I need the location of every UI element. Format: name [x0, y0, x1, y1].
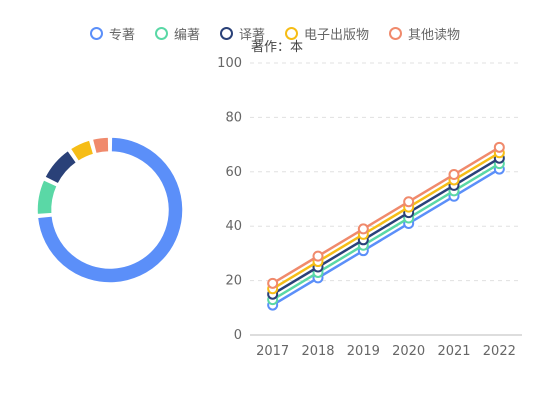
x-tick-label: 2017	[256, 344, 289, 359]
series-group	[267, 147, 505, 295]
legend-marker-icon	[154, 26, 168, 40]
series-line	[272, 168, 500, 307]
x-tick-label: 2022	[483, 344, 516, 359]
legend-marker-icon	[285, 26, 298, 40]
legend-marker-icon	[89, 26, 103, 40]
legend-item[interactable]: 专著	[89, 22, 135, 44]
x-tick-label: 2021	[437, 344, 470, 359]
legend-marker-icon	[389, 26, 403, 40]
chart-legend: 专著 编著 译著 电子出版物 其他读物	[0, 22, 550, 44]
series-line	[272, 151, 500, 290]
data-point[interactable]	[403, 196, 415, 208]
y-tick-label: 0	[234, 328, 242, 343]
y-axis-title: 著作：本	[251, 40, 303, 55]
data-point[interactable]	[312, 250, 324, 262]
data-point[interactable]	[448, 169, 460, 181]
legend-label: 译著	[238, 27, 265, 43]
donut-chart	[36, 136, 184, 284]
legend-item[interactable]: 电子出版物	[285, 22, 369, 44]
series-group	[267, 163, 505, 311]
y-tick-label: 20	[225, 274, 242, 289]
legend-label: 其他读物	[408, 27, 461, 43]
donut-slice[interactable]	[36, 136, 184, 284]
donut-slice[interactable]	[91, 136, 110, 155]
series-line	[272, 157, 500, 296]
y-tick-label: 80	[225, 110, 242, 125]
data-point[interactable]	[267, 277, 279, 289]
series-group	[267, 158, 505, 306]
y-tick-label: 60	[225, 165, 242, 180]
x-tick-label: 2019	[347, 344, 380, 359]
y-tick-label: 40	[225, 219, 242, 234]
x-tick-label: 2020	[392, 344, 425, 359]
series-line	[272, 146, 500, 285]
legend-label: 编著	[173, 27, 200, 43]
series-line	[272, 162, 500, 301]
y-tick-label: 100	[217, 56, 242, 71]
donut-slice[interactable]	[36, 179, 58, 216]
series-group	[267, 141, 505, 289]
x-tick-label: 2018	[301, 344, 334, 359]
data-point[interactable]	[493, 141, 505, 153]
legend-item[interactable]: 译著	[219, 22, 265, 44]
donut-slice[interactable]	[69, 139, 95, 163]
data-point[interactable]	[357, 223, 369, 235]
legend-label: 专著	[108, 27, 135, 43]
legend-item[interactable]: 编著	[154, 22, 200, 44]
legend-label: 电子出版物	[304, 27, 370, 43]
donut-slice[interactable]	[44, 149, 78, 185]
legend-marker-icon	[219, 26, 233, 40]
legend-item[interactable]: 其他读物	[389, 22, 460, 44]
grid-lines	[250, 62, 522, 282]
